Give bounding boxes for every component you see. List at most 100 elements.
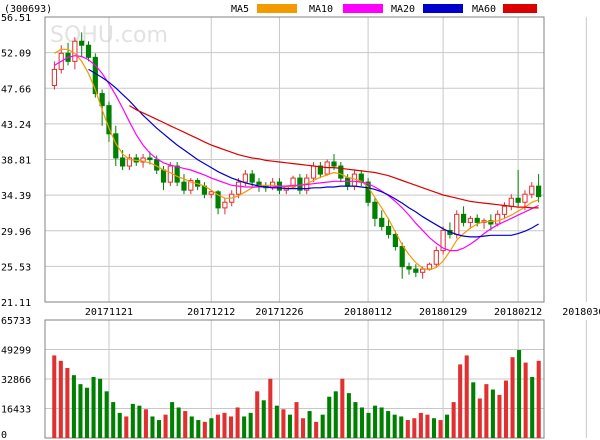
price-y-axis: 56.51 52.09 47.66 43.24 38.81 34.39 29.96 25.53… xyxy=(1,13,31,309)
legend-ma5-swatch xyxy=(257,4,297,13)
volume-y-tick-label: 65733 xyxy=(1,316,31,327)
volume-bar xyxy=(399,416,404,438)
volume-bar xyxy=(458,364,463,438)
date-tick-label: 20180305 xyxy=(562,307,600,318)
candle-body xyxy=(310,165,317,179)
volume-bar xyxy=(405,420,410,438)
volume-bar xyxy=(130,403,135,438)
candlestick xyxy=(488,214,494,231)
candlestick xyxy=(535,174,542,203)
candle-body xyxy=(147,157,153,161)
volume-bar xyxy=(137,405,142,438)
volume-bar xyxy=(143,409,148,438)
price-y-tick-label: 25.53 xyxy=(1,262,31,273)
volume-bar xyxy=(229,416,234,438)
volume-bar xyxy=(451,402,456,438)
volume-bar xyxy=(255,391,260,438)
volume-bar xyxy=(294,402,299,438)
volume-bar xyxy=(111,402,116,438)
volume-bar xyxy=(490,389,495,438)
candlestick xyxy=(106,101,112,142)
volume-bar xyxy=(307,411,312,438)
candle-body xyxy=(79,40,85,46)
candle-body xyxy=(515,197,521,203)
candle-body xyxy=(235,181,242,195)
candle-body xyxy=(406,266,412,270)
candlestick xyxy=(99,89,105,126)
volume-bar xyxy=(425,414,430,438)
candle-body xyxy=(215,191,221,209)
volume-panel: 65733 49299 32866 16433 0 xyxy=(1,316,587,440)
volume-bar xyxy=(523,362,528,438)
candle-body xyxy=(365,181,371,203)
volume-bar xyxy=(98,378,103,438)
volume-bar xyxy=(320,414,325,438)
candlestick xyxy=(174,161,180,187)
candle-body xyxy=(99,93,105,107)
candlestick xyxy=(188,178,194,195)
candle-body xyxy=(126,157,133,167)
volume-bar xyxy=(464,355,469,438)
volume-y-axis: 65733 49299 32866 16433 0 xyxy=(1,316,31,440)
volume-bar xyxy=(517,350,522,438)
candlestick xyxy=(85,41,92,62)
volume-bar xyxy=(431,418,437,438)
volume-bar xyxy=(333,391,338,438)
candle-body xyxy=(433,250,439,265)
candlestick xyxy=(126,153,133,171)
volume-bar xyxy=(52,355,57,438)
candlestick xyxy=(460,206,467,227)
volume-y-tick-label: 0 xyxy=(1,430,7,440)
ma-line-ma20 xyxy=(88,68,539,238)
volume-bar xyxy=(65,367,70,438)
candle-body xyxy=(413,268,419,273)
ma-line-ma60 xyxy=(129,105,539,209)
volume-bar xyxy=(386,411,391,438)
candlestick xyxy=(440,226,446,255)
volume-bar xyxy=(261,400,266,438)
candle-body xyxy=(385,225,392,235)
date-tick-label: 20171121 xyxy=(85,307,133,318)
volume-bar xyxy=(156,420,162,438)
candle-body xyxy=(529,185,535,195)
candle-body xyxy=(460,213,467,223)
candle-body xyxy=(51,68,58,87)
candlestick xyxy=(385,218,392,239)
volume-bar xyxy=(281,409,286,438)
legend-ma10-swatch xyxy=(343,4,383,13)
date-tick-label: 20171212 xyxy=(187,307,235,318)
volume-bar xyxy=(445,414,450,438)
volume-bar xyxy=(183,411,188,438)
candlestick xyxy=(467,215,474,229)
candlestick xyxy=(515,170,521,207)
volume-bar xyxy=(353,402,358,438)
candlestick xyxy=(235,178,242,199)
candle-body xyxy=(119,157,126,167)
volume-bar xyxy=(176,407,181,438)
volume-bars xyxy=(52,350,541,438)
candle-body xyxy=(72,40,78,62)
candle-body xyxy=(440,229,446,252)
volume-bar xyxy=(78,384,83,438)
price-y-tick-label: 52.09 xyxy=(1,49,31,60)
candle-body xyxy=(420,268,426,273)
volume-bar xyxy=(392,414,397,438)
volume-bar xyxy=(301,418,306,438)
candlestick xyxy=(181,174,187,195)
date-tick-label: 20180129 xyxy=(419,307,467,318)
candlestick xyxy=(79,32,85,58)
candle-body xyxy=(249,173,255,183)
candlestick xyxy=(317,161,323,179)
date-tick-label: 20180112 xyxy=(344,307,392,318)
volume-bar xyxy=(71,375,76,438)
candlestick xyxy=(529,182,535,199)
legend-ma60-label: MA60 xyxy=(472,4,496,15)
candle-body xyxy=(488,220,494,225)
volume-bar xyxy=(314,421,319,438)
candlestick xyxy=(406,262,412,275)
stock-code-label: (300693) xyxy=(4,4,52,15)
candle-body xyxy=(508,197,514,207)
volume-bar xyxy=(287,414,292,438)
